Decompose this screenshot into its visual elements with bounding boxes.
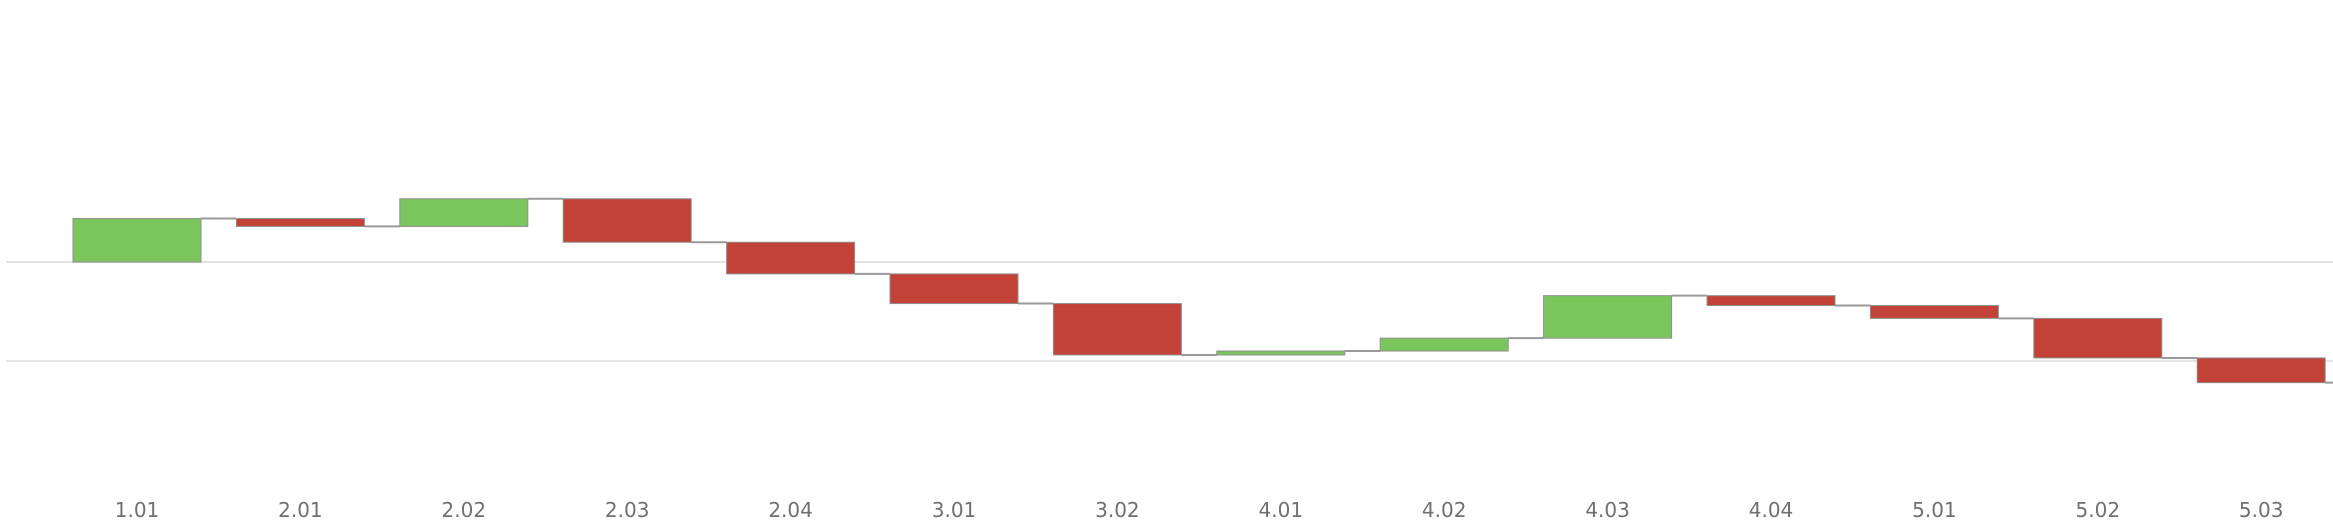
x-axis-labels: 1.01 2.01 2.02 2.03 2.04 3.01 3.02 4.01 4.02 4.03… [115, 498, 2284, 522]
bar-5.03 [2196, 357, 2326, 384]
bar-2.04 [726, 241, 856, 275]
bar-3.02 [1052, 303, 1182, 356]
x-tick-label: 1.01 [115, 498, 160, 522]
x-tick-label: 5.03 [2239, 498, 2284, 522]
x-tick-label: 4.04 [1749, 498, 1794, 522]
x-tick-label: 2.01 [278, 498, 323, 522]
bar-5.01 [1869, 305, 1999, 319]
x-tick-label: 2.04 [768, 498, 813, 522]
bar-layer [72, 198, 2326, 384]
x-tick-label: 2.02 [442, 498, 487, 522]
bar-2.01 [235, 218, 365, 227]
bar-4.02 [1379, 337, 1509, 352]
bar-2.03 [562, 198, 692, 243]
x-tick-label: 3.02 [1095, 498, 1140, 522]
x-tick-label: 4.03 [1585, 498, 1630, 522]
bar-3.01 [889, 273, 1019, 305]
bar-4.01 [1216, 350, 1346, 356]
bar-2.02 [399, 198, 529, 227]
bar-4.04 [1706, 295, 1836, 307]
x-tick-label: 2.03 [605, 498, 650, 522]
bar-5.02 [2033, 317, 2163, 359]
x-tick-label: 4.02 [1422, 498, 1467, 522]
bar-1.01 [72, 218, 202, 263]
x-tick-label: 4.01 [1259, 498, 1304, 522]
bar-4.03 [1543, 295, 1673, 339]
x-tick-label: 5.01 [1912, 498, 1957, 522]
x-tick-label: 3.01 [932, 498, 977, 522]
x-tick-label: 5.02 [2076, 498, 2121, 522]
connector-layer [201, 197, 2333, 384]
grid-layer [6, 261, 2333, 362]
